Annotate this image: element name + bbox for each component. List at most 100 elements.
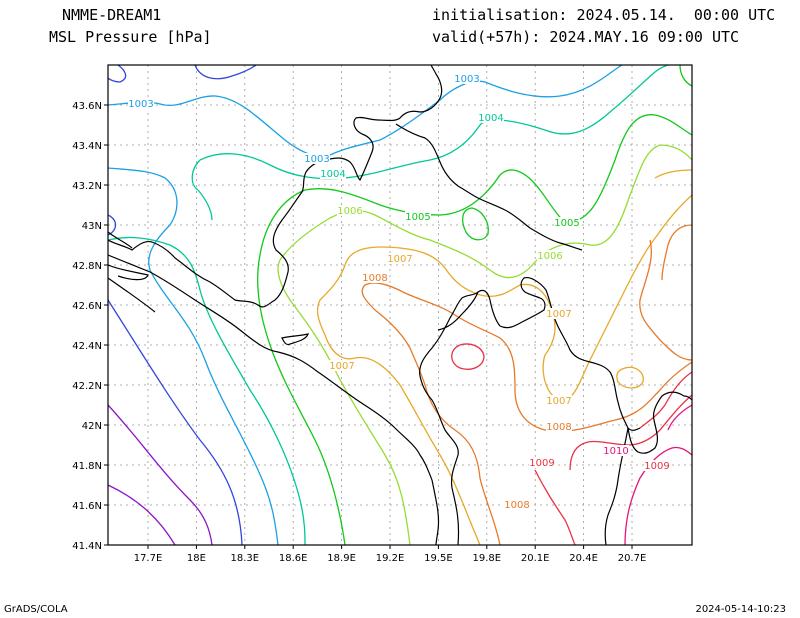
country-border <box>108 65 443 308</box>
plot-frame <box>107 64 693 546</box>
isobar-1004 <box>199 65 669 180</box>
isobar-1007 <box>654 169 692 179</box>
x-tick-label: 18.3E <box>231 553 260 564</box>
x-tick-label: 18E <box>187 553 206 564</box>
isobar-1009 <box>639 371 692 429</box>
contour-label: 1003 <box>304 154 329 165</box>
footer-timestamp: 2024-05-14-10:23 <box>695 604 786 615</box>
y-tick-label: 42.4N <box>72 341 102 352</box>
field-title: MSL Pressure [hPa] <box>49 28 212 46</box>
contour-label-bg <box>537 250 563 261</box>
x-tick-label: 18.9E <box>327 553 356 564</box>
y-tick-label: 43.2N <box>72 181 102 192</box>
contour-label: 1007 <box>546 309 571 320</box>
isobar-1009 <box>569 394 692 471</box>
contour-labels: 1003 1003 1003 1004 1004 1005 1005 1006 1006 1007… <box>128 73 670 511</box>
contour-label: 1004 <box>478 113 503 124</box>
country-border <box>395 123 583 251</box>
y-tick-label: 42.8N <box>72 261 102 272</box>
y-tick-label: 42N <box>82 421 102 432</box>
footer-software: GrADS/COLA <box>4 604 68 615</box>
contour-label-bg <box>546 421 572 432</box>
contour-label-bg <box>320 168 346 179</box>
grid-lines <box>108 65 692 545</box>
x-tick-label: 20.7E <box>618 553 647 564</box>
isobar-1009 <box>534 469 576 545</box>
island <box>281 333 309 346</box>
y-tick-label: 43.4N <box>72 141 102 152</box>
isobar-1007 <box>316 194 692 545</box>
x-tick-label: 19.2E <box>376 553 405 564</box>
contour-label: 1008 <box>362 273 387 284</box>
y-tick-label: 41.4N <box>72 541 102 552</box>
contour-label: 1004 <box>320 169 345 180</box>
contour-label-bg <box>337 205 363 216</box>
country-border <box>419 277 641 545</box>
model-title: NMME-DREAM1 <box>62 6 162 24</box>
contour-label: 1009 <box>644 461 669 472</box>
x-tick-label: 17.7E <box>134 553 163 564</box>
y-tick-label: 42.2N <box>72 381 102 392</box>
y-tick-label: 42.6N <box>72 301 102 312</box>
contour-label: 1009 <box>529 458 554 469</box>
contour-label: 1005 <box>405 212 430 223</box>
isobar-1008 <box>361 282 692 545</box>
contour-label: 1006 <box>537 251 562 262</box>
contour-label-bg <box>454 73 480 84</box>
isobar-1002 <box>108 299 243 545</box>
isobar-1004 <box>191 159 213 221</box>
isobar-1009 <box>451 343 485 370</box>
contour-label-bg <box>546 308 572 319</box>
contour-label-bg <box>504 499 530 510</box>
contour-label-bg <box>128 98 154 109</box>
contour-label: 1008 <box>504 500 529 511</box>
contour-label-bg <box>554 217 580 228</box>
contour-label-bg <box>405 211 431 222</box>
isobar-1005 <box>461 207 489 241</box>
contour-label-bg <box>362 272 388 283</box>
contour-label-bg <box>478 112 504 123</box>
contour-label-bg <box>644 460 670 471</box>
x-tick-label: 19.8E <box>473 553 502 564</box>
contour-label-bg <box>603 445 629 456</box>
country-border <box>627 391 692 454</box>
x-tick-label: 19.5E <box>424 553 453 564</box>
y-tick-label: 43N <box>82 221 102 232</box>
isobar-1003 <box>108 65 623 158</box>
contour-label: 1005 <box>554 218 579 229</box>
isobar-1002 <box>194 65 257 80</box>
coastline <box>108 231 433 481</box>
y-tick-label: 41.8N <box>72 461 102 472</box>
y-tick-label: 43.6N <box>72 101 102 112</box>
contour-label: 1010 <box>603 446 628 457</box>
contour-label: 1007 <box>546 396 571 407</box>
contour-label-bg <box>387 253 413 264</box>
isobar-1001 <box>108 404 213 545</box>
initialisation-time: initialisation: 2024.05.14. 00:00 UTC <box>432 6 776 24</box>
x-tick-label: 18.6E <box>279 553 308 564</box>
country-border <box>431 479 440 545</box>
isobar-1003 <box>108 167 279 545</box>
contour-label-bg <box>304 153 330 164</box>
isobar-1008 <box>661 224 692 281</box>
isobar-1010 <box>667 404 692 431</box>
contour-label: 1003 <box>128 99 153 110</box>
contour-label: 1007 <box>329 361 354 372</box>
isobar-1007 <box>616 366 644 389</box>
isobar-1001 <box>108 484 176 545</box>
isobar-1005 <box>679 65 692 87</box>
x-tick-label: 20.1E <box>521 553 550 564</box>
contour-label-bg <box>529 457 555 468</box>
contour-label: 1007 <box>387 254 412 265</box>
valid-time: valid(+57h): 2024.MAY.16 09:00 UTC <box>432 28 740 46</box>
contour-label: 1003 <box>454 74 479 85</box>
axis-ticks: 17.7E 18E 18.3E 18.6E 18.9E 19.2E 19.5E 19.8E 20… <box>72 101 646 564</box>
contour-label: 1008 <box>546 422 571 433</box>
coastline <box>108 264 156 313</box>
x-tick-label: 20.4E <box>569 553 598 564</box>
y-tick-label: 41.6N <box>72 501 102 512</box>
isobar-1002 <box>108 65 127 83</box>
contour-label: 1006 <box>337 206 362 217</box>
contour-label-bg <box>546 395 572 406</box>
